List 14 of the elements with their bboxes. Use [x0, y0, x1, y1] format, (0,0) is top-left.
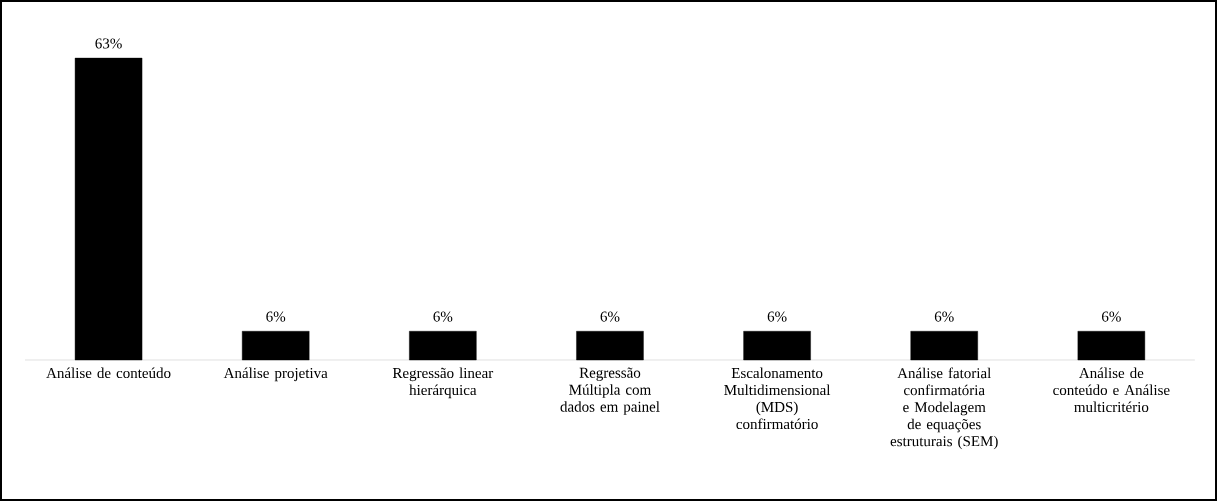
data-label: 6% [1102, 311, 1121, 322]
data-label: 6% [266, 311, 286, 322]
data-label: 6% [433, 311, 453, 322]
x-tick-label: Análise fatorial confirmatória e Modelagem de equações estruturais (SEM) [890, 367, 998, 450]
x-tick-label: Regressão Múltipla com dados em painel [560, 367, 660, 415]
x-tick-label: Escalonamento Multidimensional (MDS) confirmatório [724, 367, 831, 430]
x-tick-label: Regressão linear hierárquica [392, 367, 494, 399]
data-label: 6% [934, 311, 954, 322]
data-label: 6% [767, 311, 787, 322]
data-label: 63% [95, 38, 122, 49]
x-tick-label: Análise de conteúdo e Análise multicritério [1053, 367, 1170, 413]
data-label: 6% [600, 311, 620, 322]
x-tick-label: Análise projetiva [223, 367, 328, 382]
x-tick-label: Análise de conteúdo [46, 367, 171, 379]
